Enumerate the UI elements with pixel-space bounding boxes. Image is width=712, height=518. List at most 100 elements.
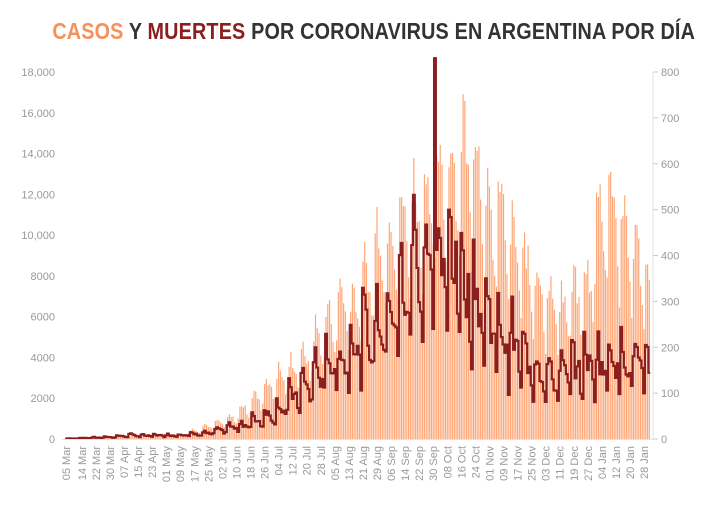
case-bar — [234, 422, 236, 439]
case-bar — [170, 435, 173, 439]
case-bar — [562, 302, 564, 439]
x-tick-label: 23 Apr — [147, 446, 159, 478]
case-bar — [323, 356, 325, 439]
x-tick-label: 28 Jan — [639, 446, 651, 479]
case-bar — [539, 285, 541, 439]
case-bar — [636, 225, 638, 439]
case-bar — [256, 398, 259, 439]
case-bar — [348, 349, 350, 439]
case-bar — [432, 244, 434, 439]
case-bar — [230, 416, 232, 439]
case-bar — [638, 238, 640, 439]
x-tick-label: 12 Jan — [611, 446, 623, 479]
case-bar — [608, 174, 610, 439]
x-tick-label: 06 Sep — [386, 446, 398, 481]
case-bar — [372, 315, 375, 439]
case-bar — [132, 436, 134, 439]
right-tick-label: 200 — [661, 342, 679, 354]
right-tick-label: 400 — [661, 251, 679, 263]
x-tick-label: 22 Mar — [91, 446, 103, 481]
case-bar — [416, 222, 418, 439]
case-bar — [285, 394, 287, 439]
case-bar — [353, 287, 355, 439]
x-tick-label: 17 May — [189, 446, 201, 483]
case-bar — [611, 196, 614, 439]
case-bar — [502, 194, 505, 439]
x-tick-label: 29 Aug — [372, 446, 384, 480]
case-bar — [330, 323, 332, 439]
case-bar — [123, 437, 125, 439]
case-bar — [538, 277, 540, 439]
case-bar — [314, 314, 317, 439]
case-bar — [272, 398, 274, 439]
case-bar — [587, 260, 589, 439]
case-bar — [615, 218, 617, 439]
case-bar — [265, 378, 267, 439]
case-bar — [634, 224, 636, 439]
case-bar — [402, 206, 404, 439]
case-bar — [420, 268, 422, 439]
x-tick-label: 25 May — [203, 446, 215, 483]
case-bar — [443, 219, 445, 439]
x-tick-label: 13 Aug — [344, 446, 356, 480]
case-bar — [444, 262, 447, 439]
case-bar — [344, 311, 346, 439]
case-bar — [302, 341, 304, 439]
title-y: Y — [123, 18, 148, 44]
case-bar — [160, 436, 162, 439]
x-tick-label: 07 Apr — [119, 446, 131, 478]
deaths-line — [65, 57, 651, 440]
case-bar — [450, 153, 452, 439]
case-bar — [610, 171, 612, 439]
case-bar — [135, 437, 137, 439]
right-tick-label: 600 — [661, 159, 679, 171]
case-bar — [147, 437, 150, 439]
x-tick-label: 30 Mar — [105, 446, 117, 481]
case-bar — [316, 328, 318, 439]
case-bar — [418, 221, 420, 439]
case-bar — [613, 197, 615, 439]
case-bar — [133, 436, 136, 439]
case-bar — [453, 162, 455, 439]
case-bar — [357, 318, 359, 439]
case-bar — [378, 248, 380, 439]
case-bar — [283, 380, 285, 439]
case-bar — [627, 257, 629, 439]
deaths-series — [65, 57, 651, 440]
case-bar — [408, 277, 410, 439]
case-bar — [172, 436, 174, 439]
case-bar — [451, 152, 454, 439]
case-bar — [304, 356, 306, 439]
case-bar — [430, 223, 433, 439]
right-tick-label: 100 — [661, 388, 679, 400]
x-tick-label: 27 Dec — [583, 446, 595, 481]
left-tick-label: 8000 — [31, 271, 55, 283]
case-bar — [320, 355, 322, 439]
case-bar — [388, 222, 390, 439]
x-tick-label: 22 Sep — [414, 446, 426, 481]
case-bar — [379, 255, 382, 439]
case-bar — [121, 437, 123, 439]
case-bar — [437, 161, 440, 439]
x-tick-label: 18 Jun — [245, 446, 257, 479]
case-bar — [604, 270, 606, 439]
right-tick-label: 500 — [661, 205, 679, 217]
case-bar — [425, 184, 427, 439]
case-bar — [487, 167, 489, 439]
x-tick-label: 08 Oct — [442, 446, 454, 478]
case-bar — [270, 386, 273, 439]
x-tick-label: 02 Jun — [217, 446, 229, 479]
case-bar — [415, 203, 417, 439]
left-axis: 0 2000 4000 6000 8000 10,000 12,000 14,000 16,00… — [21, 67, 55, 446]
x-tick-label: 12 Jul — [288, 446, 300, 475]
left-tick-label: 18,000 — [21, 67, 55, 79]
case-bar — [434, 258, 436, 439]
case-bar — [174, 436, 176, 439]
case-bar — [311, 371, 313, 439]
x-tick-label: 14 Mar — [77, 446, 89, 481]
case-bar — [597, 196, 599, 439]
case-bar — [149, 437, 151, 439]
case-bar — [158, 436, 160, 439]
chart-title: CASOS Y MUERTES POR CORONAVIRUS EN ARGEN… — [0, 18, 712, 45]
